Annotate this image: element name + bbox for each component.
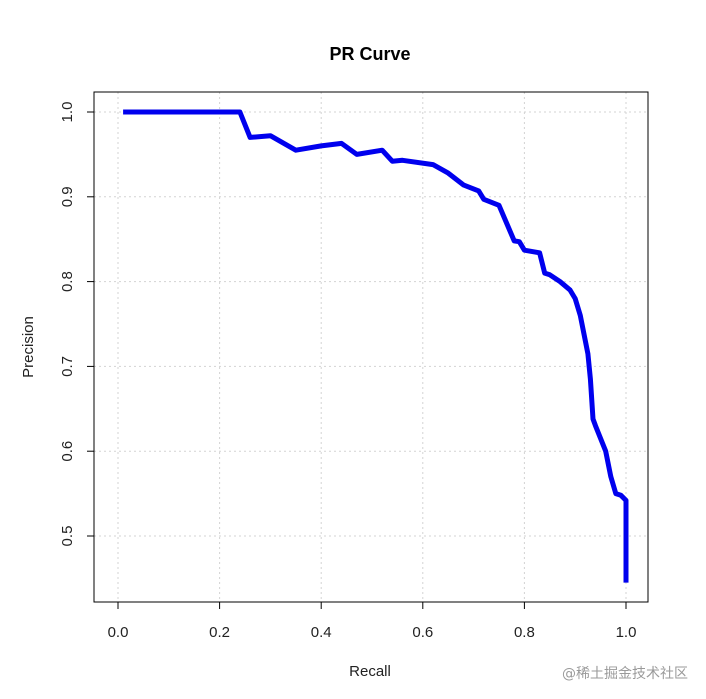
y-tick-label: 0.9	[59, 186, 76, 207]
pr-curve-line	[123, 109, 629, 583]
y-tick-label: 0.8	[59, 271, 76, 292]
x-tick-label: 0.8	[514, 624, 535, 641]
x-tick-label: 0.4	[311, 624, 332, 641]
y-axis-label: Precision	[20, 316, 37, 378]
watermark-text: @稀土掘金技术社区	[562, 666, 688, 682]
x-tick-label: 1.0	[616, 624, 637, 641]
x-tick-label: 0.6	[412, 624, 433, 641]
y-axis: 0.5 0.6 0.7 0.8 0.9 1.0	[59, 102, 94, 547]
grid-lines	[94, 92, 648, 602]
x-axis-label: Recall	[349, 663, 391, 680]
series-group	[123, 109, 629, 583]
x-tick-label: 0.0	[108, 624, 129, 641]
y-tick-label: 0.5	[59, 526, 76, 547]
x-tick-label: 0.2	[209, 624, 230, 641]
chart-title: PR Curve	[329, 44, 410, 64]
x-axis: 0.0 0.2 0.4 0.6 0.8 1.0	[108, 602, 637, 641]
y-tick-label: 0.7	[59, 356, 76, 377]
y-tick-label: 0.6	[59, 441, 76, 462]
plot-frame	[93, 91, 649, 603]
y-tick-label: 1.0	[59, 102, 76, 123]
